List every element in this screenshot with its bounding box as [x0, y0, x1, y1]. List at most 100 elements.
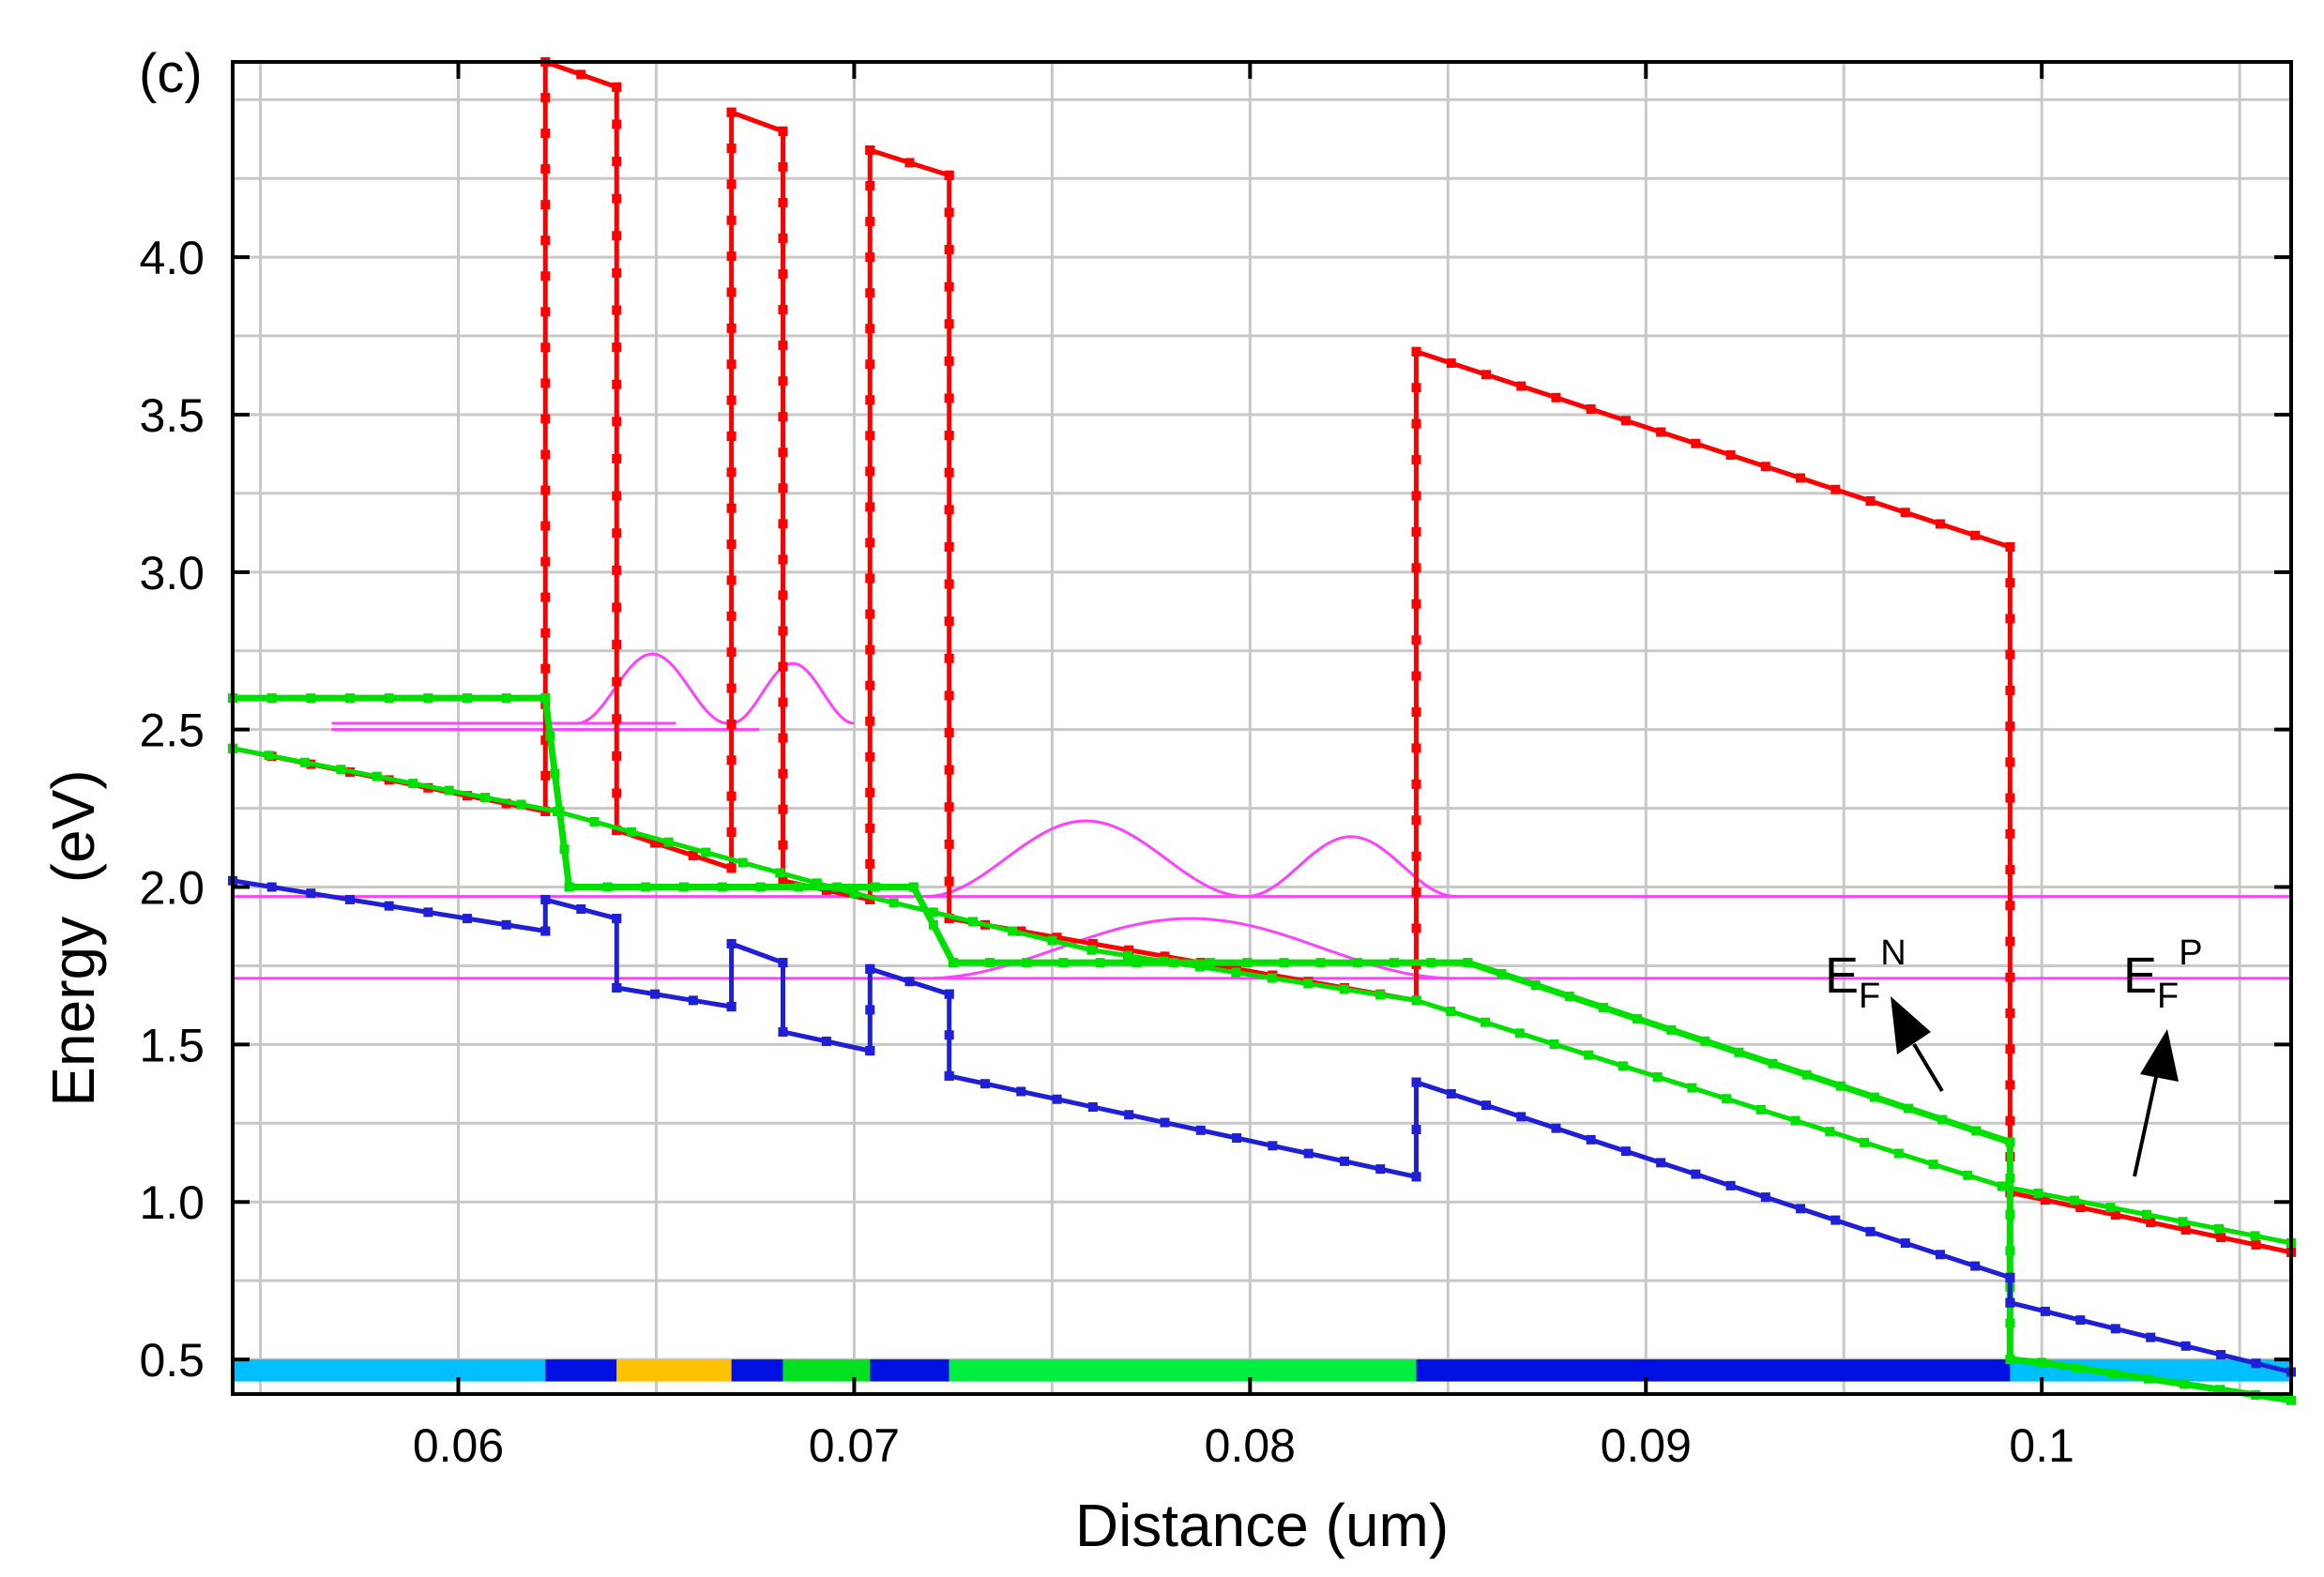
series-marker [1411, 383, 1421, 393]
series-marker [908, 882, 919, 892]
series-marker [778, 875, 788, 886]
series-marker [1411, 1077, 1421, 1087]
series-marker [408, 779, 418, 789]
series-marker [384, 693, 394, 704]
series-marker [1586, 404, 1596, 415]
series-marker [775, 868, 785, 878]
series-marker [1970, 1261, 1981, 1271]
series-marker [1426, 958, 1436, 968]
series-marker [1195, 1125, 1206, 1135]
series-marker [726, 323, 737, 333]
series-marker [2178, 1217, 2188, 1227]
series-marker [2110, 1210, 2120, 1221]
series-marker [1411, 563, 1421, 573]
series-marker [612, 267, 622, 278]
series-marker [1790, 1115, 1800, 1126]
series-marker [1123, 950, 1133, 961]
series-marker [778, 197, 788, 207]
series-marker [1279, 958, 1289, 968]
series-marker [2005, 936, 2015, 947]
series-marker [726, 107, 737, 117]
series-marker [726, 395, 737, 405]
series-marker [726, 179, 737, 190]
series-marker [778, 519, 788, 529]
series-marker [737, 857, 748, 868]
region-segment [545, 1359, 617, 1382]
series-marker [944, 1030, 954, 1040]
series-marker [1860, 1137, 1870, 1147]
series-marker [1411, 1172, 1421, 1182]
series-marker [778, 233, 788, 243]
efn-label: EFN [1825, 933, 1906, 1016]
series-marker [1963, 1170, 1973, 1180]
series-marker [726, 938, 737, 948]
series-marker [540, 93, 551, 103]
series-marker [2005, 614, 2015, 624]
series-marker [1481, 1100, 1492, 1111]
series-marker [2005, 1044, 2015, 1054]
series-marker [778, 840, 788, 850]
series-marker [778, 376, 788, 387]
series-conduction-band [228, 57, 2296, 1257]
series-marker [778, 733, 788, 743]
series-marker [1598, 1002, 1608, 1012]
series-marker [1893, 1148, 1904, 1159]
series-marker [540, 378, 551, 388]
series-marker [540, 628, 551, 638]
series-marker [663, 837, 674, 847]
series-marker [865, 823, 875, 833]
series-marker [612, 491, 622, 501]
series-marker [1656, 427, 1666, 437]
series-marker [726, 827, 737, 838]
series-marker [1935, 519, 1945, 529]
series-marker [865, 1046, 875, 1056]
series-marker [540, 307, 551, 317]
series-marker [1691, 438, 1701, 448]
series-marker [1865, 1226, 1876, 1236]
series-marker [944, 505, 954, 515]
series-marker [849, 888, 859, 899]
series-marker [612, 453, 622, 463]
series-marker [1830, 1215, 1841, 1225]
series-marker [2005, 1318, 2015, 1328]
series-marker [540, 592, 551, 602]
series-marker [564, 882, 574, 892]
series-marker [1411, 635, 1421, 645]
series-marker [1935, 1250, 1945, 1260]
series-marker [812, 878, 822, 888]
series-marker [726, 755, 737, 766]
series-marker [1656, 1158, 1666, 1168]
series-marker [865, 395, 875, 405]
series-marker [2005, 1355, 2015, 1365]
series-marker [1687, 1083, 1697, 1093]
series-marker [865, 252, 875, 263]
series-marker [2005, 1246, 2015, 1256]
series-marker [944, 281, 954, 292]
efn-arrowhead [1891, 996, 1931, 1054]
series-marker [576, 69, 586, 80]
x-tick-label: 0.09 [1601, 1419, 1692, 1472]
series-marker [944, 467, 954, 478]
series-marker [612, 417, 622, 427]
series-marker [589, 816, 600, 826]
series-marker [1481, 370, 1492, 380]
series-marker [778, 269, 788, 280]
series-marker [650, 989, 661, 999]
series-marker [423, 693, 433, 704]
series-marker [889, 898, 899, 908]
series-marker [1514, 1028, 1525, 1039]
series-marker [726, 359, 737, 370]
series-marker [1411, 346, 1421, 356]
series-marker [944, 356, 954, 366]
series-marker [552, 806, 562, 816]
series-marker [444, 785, 454, 796]
series-marker [865, 894, 875, 904]
series-marker [948, 958, 958, 968]
x-tick-label: 0.1 [2009, 1419, 2074, 1472]
series-marker [264, 751, 274, 761]
series-marker [2005, 972, 2015, 982]
series-marker [2105, 1203, 2116, 1213]
series-marker [1618, 1061, 1628, 1071]
series-marker [1411, 671, 1421, 681]
series-marker [2005, 1272, 2015, 1282]
